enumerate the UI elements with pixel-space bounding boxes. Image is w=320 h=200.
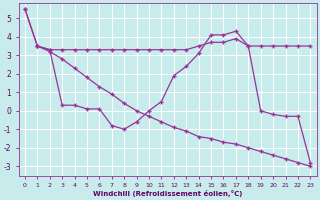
X-axis label: Windchill (Refroidissement éolien,°C): Windchill (Refroidissement éolien,°C) xyxy=(93,190,242,197)
